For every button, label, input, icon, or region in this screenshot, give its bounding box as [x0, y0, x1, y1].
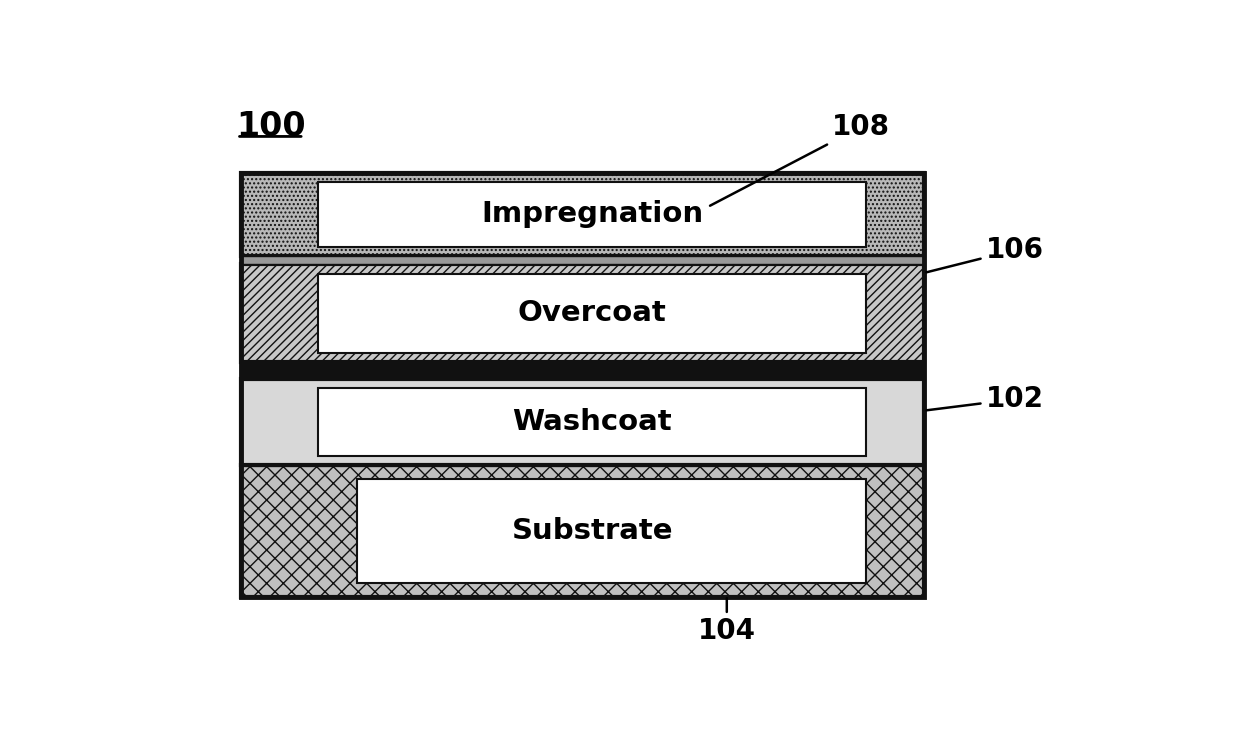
- Bar: [319, 273, 867, 352]
- Text: 100: 100: [237, 110, 306, 143]
- Bar: [242, 173, 924, 597]
- Text: Impregnation: Impregnation: [481, 200, 703, 228]
- Bar: [242, 379, 924, 465]
- Text: Substrate: Substrate: [512, 517, 673, 545]
- Bar: [319, 388, 867, 456]
- Text: 106: 106: [926, 236, 1044, 272]
- Bar: [357, 479, 867, 583]
- Text: 104: 104: [698, 598, 756, 645]
- Bar: [242, 465, 924, 597]
- Text: Overcoat: Overcoat: [518, 299, 667, 327]
- Bar: [319, 182, 867, 247]
- Text: 102: 102: [926, 385, 1044, 413]
- Bar: [242, 173, 924, 256]
- Bar: [242, 264, 924, 362]
- Text: 108: 108: [711, 112, 890, 206]
- Text: Washcoat: Washcoat: [512, 408, 672, 436]
- Bar: [242, 362, 924, 379]
- Bar: [242, 256, 924, 264]
